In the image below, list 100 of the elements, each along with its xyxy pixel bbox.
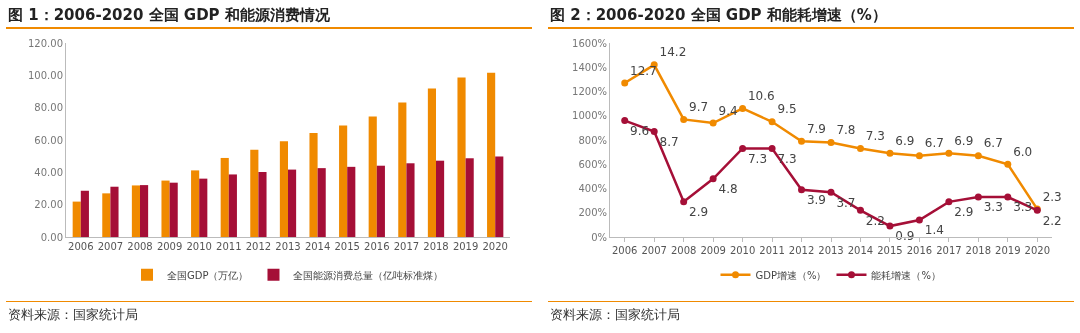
data-label: 6.7	[924, 136, 944, 151]
point	[709, 119, 717, 127]
point	[1004, 193, 1012, 201]
point	[621, 117, 629, 125]
data-label: 7.8	[836, 123, 856, 138]
bar	[80, 190, 89, 237]
x-tick-label: 2013	[818, 245, 844, 256]
x-tick-label: 2012	[245, 241, 272, 252]
bar	[309, 132, 318, 237]
y-tick-label: 20.00	[34, 199, 63, 211]
point	[856, 206, 864, 214]
y-tick-label: 600%	[578, 158, 607, 170]
bar	[288, 169, 297, 237]
y-tick-label: 100.00	[28, 69, 63, 81]
bar	[169, 182, 178, 237]
bar	[191, 170, 200, 237]
point	[680, 198, 688, 206]
bar	[228, 174, 237, 237]
x-tick-label: 2010	[186, 241, 212, 252]
data-label: 14.2	[659, 45, 687, 60]
bar	[495, 156, 504, 237]
point	[827, 138, 835, 146]
bar	[406, 163, 415, 237]
point	[768, 144, 776, 152]
bar	[250, 149, 259, 237]
chart-title: 图 1：2006-2020 全国 GDP 和能源消费情况	[6, 0, 532, 29]
point	[798, 137, 806, 145]
bar	[140, 185, 149, 237]
point	[945, 198, 953, 206]
legend-label: 能耗增速（%）	[871, 269, 941, 281]
legend-label: 全国GDP（万亿）	[167, 269, 249, 281]
x-tick-label: 2011	[216, 241, 242, 252]
bar	[487, 72, 496, 237]
bar	[317, 168, 326, 237]
y-tick-label: 40.00	[34, 166, 63, 178]
bar	[427, 88, 436, 237]
point	[856, 144, 864, 152]
point	[680, 115, 688, 123]
bar	[199, 178, 208, 237]
bar	[398, 102, 407, 237]
data-label: 3.9	[806, 193, 826, 208]
point	[945, 149, 953, 157]
legend-label: 全国能源消费总量（亿吨标准煤）	[293, 269, 444, 281]
data-label: 1.4	[924, 223, 944, 238]
data-label: 2.9	[954, 205, 974, 220]
text: 资料来源：国家统计局	[548, 301, 1074, 328]
point	[886, 149, 894, 157]
point	[621, 79, 629, 87]
bar	[72, 201, 81, 237]
point	[974, 193, 982, 201]
data-label: 9.5	[777, 102, 797, 117]
data-label: 7.3	[747, 151, 768, 166]
bar	[465, 158, 474, 237]
x-tick-label: 2008	[127, 241, 153, 252]
bar	[110, 186, 119, 237]
point	[739, 144, 747, 152]
x-tick-label: 2018	[423, 241, 449, 252]
data-label: 10.6	[747, 89, 775, 104]
bar	[102, 193, 111, 237]
x-tick-label: 2011	[759, 245, 785, 256]
point	[739, 104, 747, 112]
x-tick-label: 2007	[97, 241, 124, 252]
data-label: 2.3	[1042, 189, 1062, 204]
x-tick-label: 2016	[906, 245, 933, 256]
x-tick-label: 2020	[1024, 245, 1050, 256]
data-label: 8.7	[659, 134, 679, 149]
data-label: 9.4	[718, 103, 738, 118]
point	[886, 222, 894, 230]
bar	[131, 185, 140, 237]
bar	[161, 180, 170, 237]
y-tick-label: 1200%	[572, 86, 607, 97]
point	[974, 152, 982, 160]
bar	[368, 116, 377, 237]
x-tick-label: 2018	[965, 245, 992, 256]
data-label: 2.2	[1042, 213, 1062, 228]
y-tick-label: 400%	[578, 183, 607, 194]
y-tick-label: 60.00	[34, 134, 63, 146]
data-label: 4.8	[718, 182, 738, 197]
x-tick-label: 2020	[482, 241, 508, 252]
point	[798, 186, 806, 194]
bar	[279, 141, 288, 237]
data-label: 2.9	[689, 205, 709, 220]
bar	[457, 77, 466, 237]
point	[650, 128, 658, 136]
chart-title: 图 2：2006-2020 全国 GDP 和能耗增速（%）	[548, 0, 1074, 29]
x-tick-label: 2008	[670, 245, 697, 256]
y-tick-label: 200%	[578, 207, 607, 219]
point	[709, 175, 717, 183]
x-tick-label: 2016	[364, 241, 390, 252]
y-tick-label: 1400%	[572, 61, 607, 73]
bar	[258, 172, 267, 237]
x-tick-label: 2006	[612, 245, 638, 256]
data-label: 7.9	[806, 121, 826, 136]
data-label: 3.3	[1013, 200, 1033, 215]
y-tick-label: 800%	[578, 134, 607, 146]
data-label: 3.3	[983, 200, 1003, 215]
data-label: 6.9	[895, 133, 915, 148]
x-tick-label: 2019	[452, 241, 479, 252]
bar	[436, 160, 445, 237]
point	[915, 152, 923, 160]
